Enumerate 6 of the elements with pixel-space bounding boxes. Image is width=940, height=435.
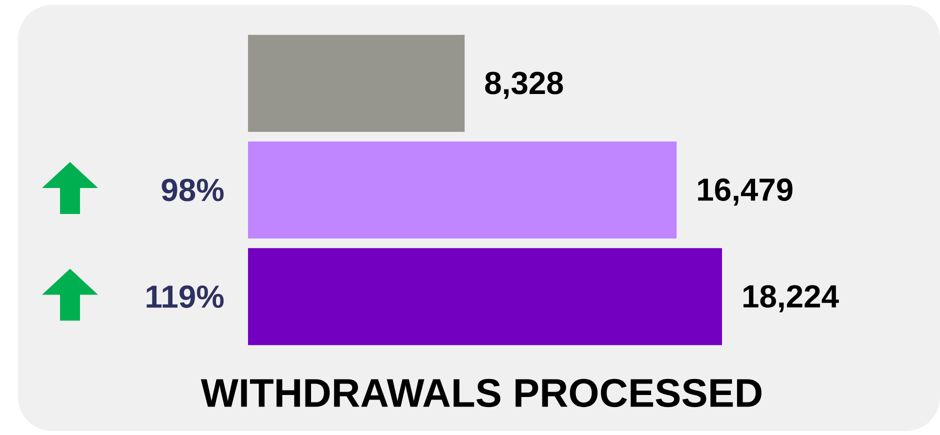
text: 98% <box>162 178 224 202</box>
text: WITHDRAWALS PROCESSED <box>200 378 762 408</box>
data-label: 16,479 <box>698 178 792 206</box>
data-label: 18,224 <box>744 285 839 312</box>
text: 119% <box>146 285 224 308</box>
data-label: 8,328 <box>485 72 563 99</box>
